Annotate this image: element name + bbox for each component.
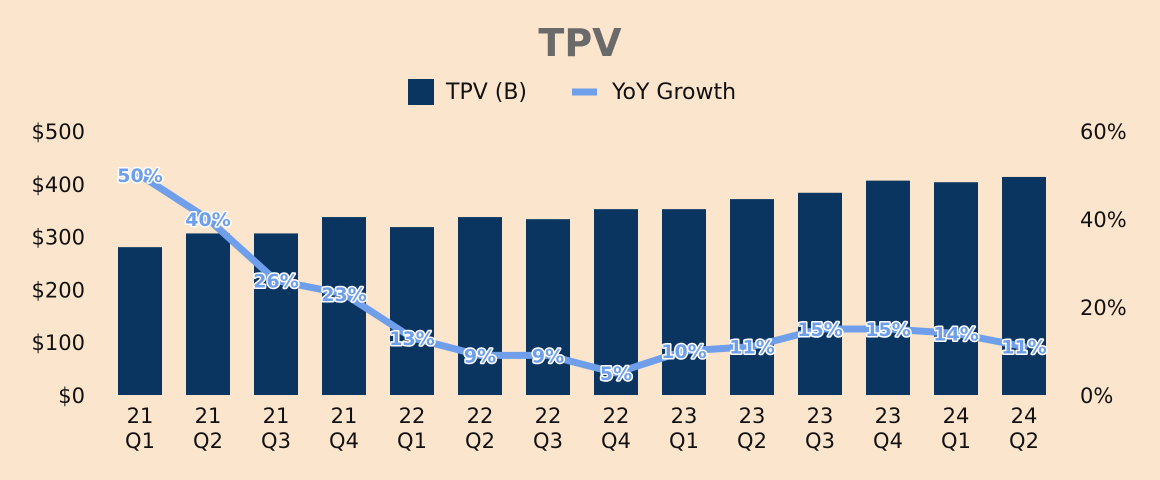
left-axis: $0 $100 $200 $300 $400 $500 bbox=[32, 120, 85, 408]
x-axis-category-label: 22 Q1 bbox=[397, 404, 427, 453]
tpv-bar bbox=[118, 247, 162, 395]
growth-data-label: 23% bbox=[321, 284, 366, 306]
legend: TPV (B) YoY Growth bbox=[408, 79, 736, 105]
left-axis-tick-label: $300 bbox=[32, 226, 85, 250]
right-axis-tick-label: 0% bbox=[1080, 384, 1113, 408]
legend-bar-swatch bbox=[408, 79, 434, 105]
growth-data-label: 14% bbox=[933, 323, 978, 345]
left-axis-tick-label: $500 bbox=[32, 120, 85, 144]
tpv-bar bbox=[662, 209, 706, 395]
chart-title: TPV bbox=[538, 21, 622, 65]
growth-data-label: 26% bbox=[253, 271, 298, 293]
x-axis-category-label: 23 Q1 bbox=[669, 404, 699, 453]
growth-line bbox=[136, 171, 1028, 377]
growth-data-label: 11% bbox=[729, 337, 774, 359]
tpv-bar bbox=[1002, 176, 1046, 395]
x-axis-category-label: 23 Q3 bbox=[805, 404, 835, 453]
left-axis-tick-label: $0 bbox=[58, 384, 85, 408]
x-axis-category-label: 23 Q4 bbox=[873, 404, 903, 453]
x-axis-category-label: 21 Q4 bbox=[329, 404, 359, 453]
legend-bar-label: TPV (B) bbox=[445, 80, 527, 105]
right-axis: 0% 20% 40% 60% bbox=[1080, 120, 1127, 408]
x-axis-category-label: 22 Q2 bbox=[465, 404, 495, 453]
tpv-bar bbox=[526, 219, 570, 395]
x-axis-category-label: 24 Q2 bbox=[1009, 404, 1039, 453]
tpv-bar bbox=[866, 180, 910, 395]
growth-line-series: 50% 40% 26% 23% 13% 9% 9% 5% 10% 11% 15% 15% 14% 11% bbox=[116, 164, 1048, 387]
x-axis-category-label: 21 Q2 bbox=[193, 404, 223, 453]
x-axis-category-label: 22 Q4 bbox=[601, 404, 631, 453]
x-axis-category-label: 21 Q1 bbox=[125, 404, 155, 453]
tpv-bar bbox=[934, 182, 978, 395]
growth-data-label: 15% bbox=[797, 319, 842, 341]
x-axis-category-label: 23 Q2 bbox=[737, 404, 767, 453]
growth-data-label: 10% bbox=[661, 341, 706, 363]
left-axis-tick-label: $100 bbox=[32, 331, 85, 355]
tpv-bar bbox=[594, 209, 638, 395]
x-axis-category-label: 21 Q3 bbox=[261, 404, 291, 453]
tpv-bar bbox=[186, 233, 230, 395]
growth-data-label: 11% bbox=[1001, 337, 1046, 359]
right-axis-tick-label: 40% bbox=[1080, 208, 1127, 232]
growth-data-label: 9% bbox=[532, 345, 564, 367]
growth-data-label: 5% bbox=[600, 363, 632, 385]
tpv-bar bbox=[254, 233, 298, 395]
growth-data-label: 15% bbox=[865, 319, 910, 341]
growth-data-label: 50% bbox=[117, 165, 162, 187]
growth-data-label: 13% bbox=[389, 328, 434, 350]
tpv-bar bbox=[798, 192, 842, 395]
legend-line-label: YoY Growth bbox=[611, 80, 736, 105]
right-axis-tick-label: 20% bbox=[1080, 296, 1127, 320]
left-axis-tick-label: $200 bbox=[32, 278, 85, 302]
x-axis-category-label: 24 Q1 bbox=[941, 404, 971, 453]
left-axis-tick-label: $400 bbox=[32, 173, 85, 197]
x-axis-category-label: 22 Q3 bbox=[533, 404, 563, 453]
growth-data-label: 9% bbox=[464, 345, 496, 367]
tpv-bar bbox=[458, 217, 502, 395]
growth-data-label: 40% bbox=[185, 209, 230, 231]
right-axis-tick-label: 60% bbox=[1080, 120, 1127, 144]
x-axis: 21 Q1 21 Q2 21 Q3 21 Q4 22 Q1 22 Q2 22 Q3 22 Q4 23 Q1 23 Q2… bbox=[125, 404, 1039, 453]
tpv-bar bbox=[390, 227, 434, 395]
tpv-bar bbox=[730, 199, 774, 395]
